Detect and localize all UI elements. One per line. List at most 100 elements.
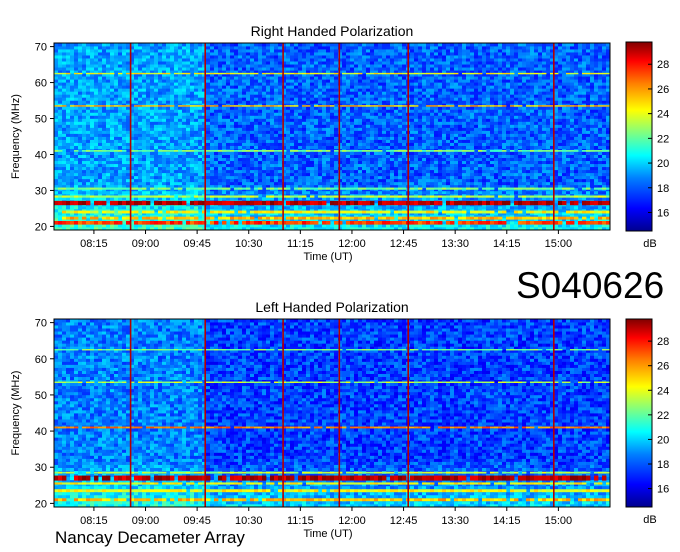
spectrogram-cell bbox=[210, 106, 215, 110]
spectrogram-cell bbox=[314, 94, 319, 98]
spectrogram-cell bbox=[282, 145, 287, 149]
spectrogram-cell bbox=[342, 145, 347, 149]
spectrogram-cell bbox=[150, 157, 155, 162]
spectrogram-cell bbox=[166, 85, 171, 89]
spectrogram-cell bbox=[218, 109, 223, 113]
spectrogram-cell bbox=[174, 166, 179, 171]
spectrogram-cell bbox=[74, 175, 79, 180]
spectrogram-cell bbox=[94, 145, 99, 149]
spectrogram-cell bbox=[174, 91, 179, 95]
spectrogram-cell bbox=[102, 181, 107, 186]
spectrogram-cell bbox=[190, 112, 195, 116]
spectrogram-cell bbox=[330, 121, 335, 125]
spectrogram-cell bbox=[170, 175, 175, 180]
spectrogram-cell bbox=[330, 196, 335, 201]
spectrogram-cell bbox=[338, 160, 343, 165]
spectrogram-cell bbox=[78, 181, 83, 186]
spectrogram-cell bbox=[150, 127, 155, 131]
spectrogram-cell bbox=[242, 112, 247, 116]
spectrogram-cell bbox=[186, 157, 191, 162]
spectrogram-cell bbox=[114, 79, 119, 83]
spectrogram-cell bbox=[62, 163, 67, 168]
spectrogram-cell bbox=[194, 130, 199, 134]
spectrogram-cell bbox=[54, 100, 59, 104]
spectrogram-cell bbox=[282, 64, 287, 68]
spectrogram-cell bbox=[150, 121, 155, 125]
spectrogram-cell bbox=[158, 73, 163, 77]
spectrogram-cell bbox=[306, 67, 311, 71]
spectrogram-cell bbox=[210, 127, 215, 131]
spectrogram-cell bbox=[82, 106, 87, 110]
spectrogram-cell bbox=[270, 151, 275, 155]
spectrogram-cell bbox=[130, 118, 135, 122]
spectrogram-cell bbox=[370, 115, 375, 119]
spectrogram-cell bbox=[102, 64, 107, 68]
spectrogram-cell bbox=[98, 49, 103, 53]
spectrogram-cell bbox=[370, 46, 375, 50]
spectrogram-cell bbox=[182, 100, 187, 104]
spectrogram-cell bbox=[342, 181, 347, 186]
spectrogram-cell bbox=[278, 205, 283, 210]
spectrogram-cell bbox=[354, 64, 359, 68]
spectrogram-cell bbox=[354, 166, 359, 171]
spectrogram-cell bbox=[238, 169, 243, 174]
spectrogram-cell bbox=[94, 175, 99, 180]
spectrogram-cell bbox=[202, 163, 207, 168]
spectrogram-cell bbox=[158, 43, 163, 47]
spectrogram-cell bbox=[358, 67, 363, 71]
spectrogram-cell bbox=[102, 211, 107, 216]
spectrogram-cell bbox=[346, 166, 351, 171]
spectrogram-cell bbox=[226, 118, 231, 122]
spectrogram-cell bbox=[118, 94, 123, 98]
spectrogram-cell bbox=[230, 190, 235, 195]
spectrogram-cell bbox=[142, 130, 147, 134]
spectrogram-cell bbox=[158, 154, 163, 159]
spectrogram-cell bbox=[154, 208, 159, 213]
spectrogram-cell bbox=[122, 94, 127, 98]
spectrogram-cell bbox=[114, 55, 119, 59]
spectrogram-cell bbox=[290, 88, 295, 92]
spectrogram-cell bbox=[198, 154, 203, 159]
spectrogram-cell bbox=[326, 82, 331, 86]
spectrogram-cell bbox=[142, 58, 147, 62]
spectrogram-cell bbox=[166, 64, 171, 68]
spectrogram-cell bbox=[366, 133, 371, 137]
spectrogram-cell bbox=[114, 139, 119, 143]
spectrogram-cell bbox=[246, 94, 251, 98]
spectrogram-cell bbox=[362, 64, 367, 68]
spectrogram-cell bbox=[242, 130, 247, 134]
spectrogram-cell bbox=[126, 61, 131, 65]
spectrogram-cell bbox=[166, 145, 171, 149]
spectrogram-cell bbox=[298, 217, 303, 222]
spectrogram-cell bbox=[342, 196, 347, 201]
spectrogram-cell bbox=[294, 112, 299, 116]
spectrogram-cell bbox=[274, 70, 279, 74]
spectrogram-cell bbox=[54, 97, 59, 101]
spectrogram-cell bbox=[54, 130, 59, 134]
spectrogram-cell bbox=[250, 46, 255, 50]
spectrogram-cell bbox=[110, 106, 115, 110]
spectrogram-cell bbox=[194, 181, 199, 186]
spectrogram-cell bbox=[206, 151, 211, 155]
spectrogram-cell bbox=[194, 103, 199, 107]
spectrogram-cell bbox=[226, 94, 231, 98]
spectrogram-cell bbox=[294, 106, 299, 110]
spectrogram-cell bbox=[158, 169, 163, 174]
spectrogram-cell bbox=[150, 205, 155, 210]
spectrogram-cell bbox=[202, 43, 207, 47]
spectrogram-cell bbox=[190, 121, 195, 125]
spectrogram-cell bbox=[202, 58, 207, 62]
spectrogram-cell bbox=[174, 214, 179, 219]
spectrogram-cell bbox=[122, 82, 127, 86]
spectrogram-cell bbox=[242, 205, 247, 210]
spectrogram-cell bbox=[122, 70, 127, 74]
spectrogram-cell bbox=[270, 88, 275, 92]
spectrogram-cell bbox=[174, 157, 179, 162]
spectrogram-cell bbox=[214, 154, 219, 159]
spectrogram-cell bbox=[186, 214, 191, 219]
spectrogram-cell bbox=[122, 175, 127, 180]
spectrogram-cell bbox=[154, 97, 159, 101]
spectrogram-cell bbox=[298, 205, 303, 210]
spectrogram-cell bbox=[290, 226, 295, 231]
spectrogram-cell bbox=[238, 226, 243, 231]
